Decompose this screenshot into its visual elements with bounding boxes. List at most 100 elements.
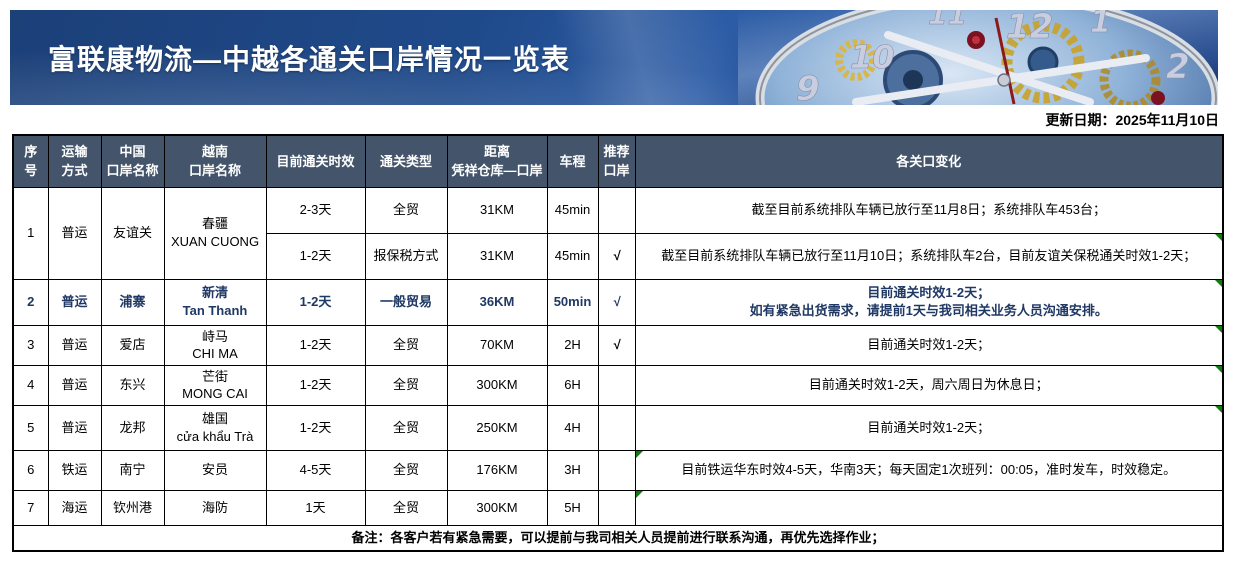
cell-recommended: √ — [597, 278, 636, 326]
cell-clearance-time: 1-2天 — [265, 404, 366, 451]
cell-distance: 70KM — [446, 324, 548, 366]
cell-recommended — [597, 404, 636, 451]
cell-vn-port: 雄国 cửa khẩu Trà — [163, 404, 267, 451]
cell-drive-time: 45min — [546, 186, 599, 234]
cell-clearance-type: 报保税方式 — [364, 232, 448, 280]
cell-vn-port: 春疆 XUAN CUONG — [163, 186, 267, 280]
cell-clearance-time: 1-2天 — [265, 278, 366, 326]
cell-drive-time: 50min — [546, 278, 599, 326]
cell-seq: 2 — [12, 278, 49, 326]
cell-clearance-type: 全贸 — [364, 489, 448, 526]
cell-clearance-type: 全贸 — [364, 186, 448, 234]
header-changes: 各关口变化 — [634, 134, 1224, 188]
cell-recommended — [597, 489, 636, 526]
header-banner: 12 1 2 10 9 11 富联康物流—中越各通关口岸情况一览表 — [10, 10, 1218, 105]
cell-recommended — [597, 186, 636, 234]
cell-vn-port: 峙马 CHI MA — [163, 324, 267, 366]
header-transport: 运输 方式 — [47, 134, 102, 188]
comment-marker-icon — [1215, 326, 1222, 333]
cell-clearance-type: 全贸 — [364, 324, 448, 366]
table-row: 1-2天 报保税方式 31KM 45min √ 截至目前系统排队车辆已放行至11… — [13, 232, 1224, 280]
cell-vn-port: 安员 — [163, 449, 267, 491]
table-row: 5 普运 龙邦 雄国 cửa khẩu Trà 1-2天 全贸 250KM 4H… — [12, 404, 1224, 451]
svg-text:11: 11 — [928, 10, 967, 31]
table-header-row: 序 号 运输 方式 中国 口岸名称 越南 口岸名称 目前通关时效 通关类型 距离… — [12, 134, 1224, 188]
cell-drive-time: 2H — [546, 324, 599, 366]
cell-recommended — [597, 364, 636, 406]
cell-distance: 176KM — [446, 449, 548, 491]
table-row-highlighted: 2 普运 浦寨 新清 Tan Thanh 1-2天 一般贸易 36KM 50mi… — [12, 278, 1224, 326]
cell-changes: 目前通关时效1-2天； — [634, 324, 1224, 366]
table-row: 6 铁运 南宁 安员 4-5天 全贸 176KM 3H 目前铁运华东时效4-5天… — [12, 449, 1224, 491]
cell-transport: 普运 — [47, 364, 102, 406]
comment-marker-icon — [1215, 280, 1222, 287]
cell-cn-port: 东兴 — [100, 364, 165, 406]
header-seq: 序 号 — [12, 134, 49, 188]
cell-changes: 目前通关时效1-2天； 如有紧急出货需求，请提前1天与我司相关业务人员沟通安排。 — [634, 278, 1224, 326]
cell-clearance-time: 1-2天 — [265, 364, 366, 406]
cell-changes: 目前铁运华东时效4-5天，华南3天；每天固定1次班列：00:05，准时发车，时效… — [634, 449, 1224, 491]
cell-clearance-type: 全贸 — [364, 404, 448, 451]
cell-drive-time: 6H — [546, 364, 599, 406]
cell-clearance-time: 1天 — [265, 489, 366, 526]
cell-recommended — [597, 449, 636, 491]
cell-drive-time: 3H — [546, 449, 599, 491]
update-date: 更新日期：2025年11月10日 — [1045, 112, 1219, 128]
comment-marker-icon — [1215, 234, 1222, 241]
cell-drive-time: 4H — [546, 404, 599, 451]
comment-marker-icon — [636, 491, 643, 498]
cell-vn-port: 海防 — [163, 489, 267, 526]
cell-vn-port: 新清 Tan Thanh — [163, 278, 267, 326]
header-clearance-type: 通关类型 — [364, 134, 448, 188]
cell-recommended: √ — [597, 324, 636, 366]
svg-text:9: 9 — [796, 69, 820, 105]
cell-distance: 31KM — [446, 232, 548, 280]
cell-seq: 4 — [12, 364, 49, 406]
cell-cn-port: 爱店 — [100, 324, 165, 366]
header-distance: 距离 凭祥仓库—口岸 — [446, 134, 548, 188]
cell-cn-port: 钦州港 — [100, 489, 165, 526]
cell-seq: 6 — [12, 449, 49, 491]
cell-seq: 7 — [12, 489, 49, 526]
cell-clearance-type: 一般贸易 — [364, 278, 448, 326]
cell-changes: 截至目前系统排队车辆已放行至11月10日；系统排队车2台，目前友谊关保税通关时效… — [634, 232, 1224, 280]
cell-clearance-time: 1-2天 — [265, 324, 366, 366]
cell-cn-port: 南宁 — [100, 449, 165, 491]
cell-clearance-type: 全贸 — [364, 449, 448, 491]
table-row: 4 普运 东兴 芒街 MONG CAI 1-2天 全贸 300KM 6H 目前通… — [12, 364, 1224, 406]
comment-marker-icon — [1215, 366, 1222, 373]
header-drive-time: 车程 — [546, 134, 599, 188]
cell-distance: 36KM — [446, 278, 548, 326]
svg-text:12: 12 — [1006, 10, 1053, 47]
cell-clearance-time: 2-3天 — [265, 186, 366, 234]
header-cn-port: 中国 口岸名称 — [100, 134, 165, 188]
header-vn-port: 越南 口岸名称 — [163, 134, 267, 188]
comment-marker-icon — [1215, 406, 1222, 413]
ports-overview-table: 序 号 运输 方式 中国 口岸名称 越南 口岸名称 目前通关时效 通关类型 距离… — [12, 134, 1224, 553]
header-clearance-time: 目前通关时效 — [265, 134, 366, 188]
cell-transport: 海运 — [47, 489, 102, 526]
cell-changes: 目前通关时效1-2天，周六周日为休息日； — [634, 364, 1224, 406]
cell-transport: 铁运 — [47, 449, 102, 491]
cell-drive-time: 45min — [546, 232, 599, 280]
cell-cn-port: 友谊关 — [100, 186, 165, 280]
table-row: 7 海运 钦州港 海防 1天 全贸 300KM 5H — [12, 489, 1224, 526]
remark-row: 备注：各客户若有紧急需要，可以提前与我司相关人员提前进行联系沟通，再优先选择作业… — [12, 524, 1224, 552]
svg-text:10: 10 — [850, 38, 895, 76]
clock-gears-photo-icon: 12 1 2 10 9 11 — [738, 10, 1218, 105]
cell-recommended: √ — [597, 232, 636, 280]
cell-seq: 1 — [12, 186, 49, 280]
cell-transport: 普运 — [47, 404, 102, 451]
cell-changes — [634, 489, 1224, 526]
cell-distance: 31KM — [446, 186, 548, 234]
cell-clearance-time: 4-5天 — [265, 449, 366, 491]
cell-seq: 5 — [12, 404, 49, 451]
cell-clearance-type: 全贸 — [364, 364, 448, 406]
cell-transport: 普运 — [47, 324, 102, 366]
cell-cn-port: 浦寨 — [100, 278, 165, 326]
cell-drive-time: 5H — [546, 489, 599, 526]
cell-changes: 目前通关时效1-2天； — [634, 404, 1224, 451]
cell-transport: 普运 — [47, 186, 102, 280]
table-row: 3 普运 爱店 峙马 CHI MA 1-2天 全贸 70KM 2H √ 目前通关… — [12, 324, 1224, 366]
cell-distance: 250KM — [446, 404, 548, 451]
